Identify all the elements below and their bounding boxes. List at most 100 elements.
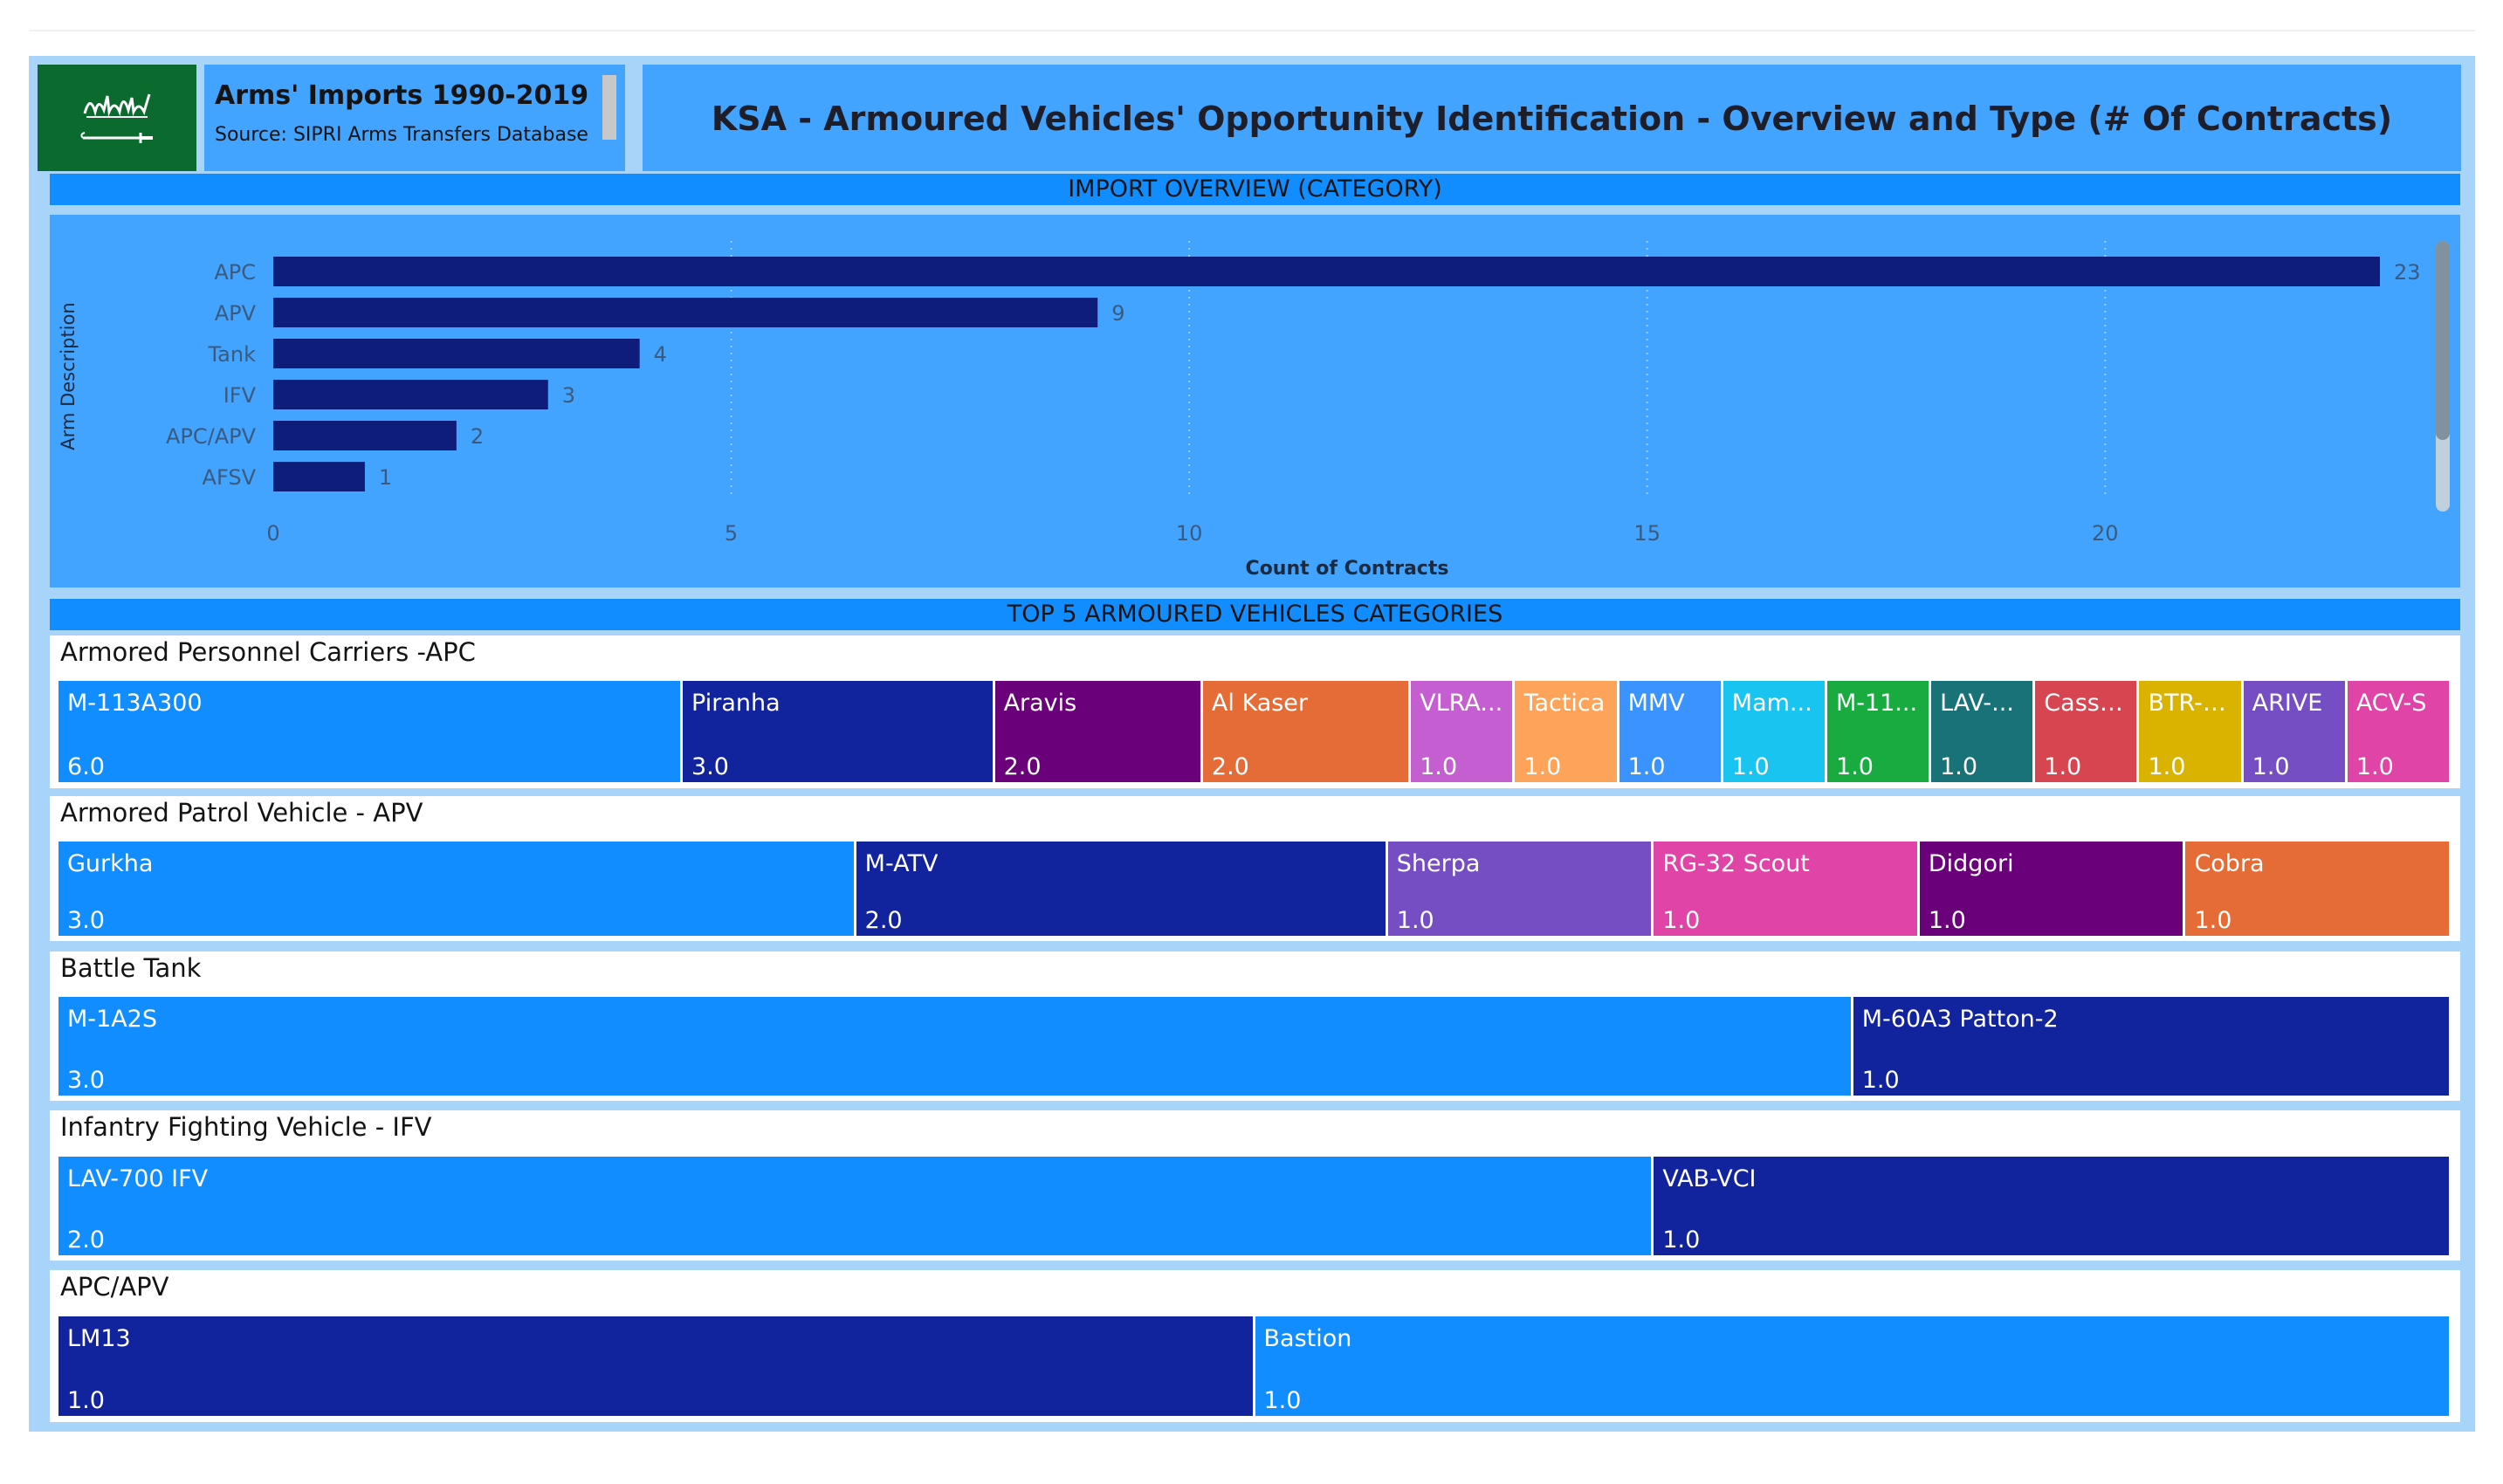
bar-ifv[interactable] [273, 380, 548, 409]
treemap-tile[interactable]: Al Kaser 2.0 [1202, 681, 1409, 782]
y-tick-label: IFV [223, 383, 257, 408]
treemap-tile[interactable]: Piranha 3.0 [683, 681, 993, 782]
tile-label: BTR-6... [2148, 690, 2238, 717]
bar-data-label: 3 [562, 383, 575, 408]
treemap-title: APC/APV [60, 1272, 169, 1302]
treemap-tile[interactable]: M-60A3 Patton-2 1.0 [1853, 997, 2449, 1096]
treemap-tile[interactable]: RG-32 Scout 1.0 [1654, 842, 1917, 936]
tile-value: 3.0 [691, 753, 729, 780]
tile-value: 1.0 [2194, 907, 2232, 934]
treemap-tile[interactable]: Aravis 2.0 [994, 681, 1200, 782]
bar-tank[interactable] [273, 339, 640, 368]
treemap-tile[interactable]: LM13 1.0 [58, 1316, 1253, 1416]
treemap-tile[interactable]: VLRA... 1.0 [1411, 681, 1513, 782]
tile-value: 1.0 [67, 1387, 105, 1414]
treemap-tank: M-1A2S 3.0 M-60A3 Patton-2 1.0 [58, 997, 2451, 1096]
bar-chart-svg: 0 5 10 15 20 APC 23 APV 9 Tank 4 IFV 3 APC/APV 2 AFSV 1 C… [58, 241, 2421, 580]
tile-value: 1.0 [1662, 1226, 1701, 1254]
tile-label: RG-32 Scout [1662, 850, 1810, 877]
tile-label: Sherpa [1396, 850, 1481, 877]
tile-value: 1.0 [1928, 907, 1966, 934]
tile-label: Piranha [691, 690, 780, 717]
tile-value: 1.0 [1662, 907, 1701, 934]
tile-value: 1.0 [2148, 753, 2186, 780]
y-tick-label: APC [214, 260, 256, 285]
y-tick-label: AFSV [203, 465, 257, 490]
tile-label: LAV-... [1940, 690, 2014, 717]
tile-label: Mam... [1731, 690, 1812, 717]
treemap-tile[interactable]: ACV-S 1.0 [2347, 681, 2449, 782]
treemap-section-apc-apv: APC/APV LM13 1.0 Bastion 1.0 [50, 1270, 2460, 1422]
y-tick-label: APC/APV [166, 424, 257, 449]
bar-apc-apv[interactable] [273, 421, 457, 450]
treemap-tile[interactable]: LAV-... 1.0 [1931, 681, 2033, 782]
treemap-tile[interactable]: BTR-6... 1.0 [2139, 681, 2241, 782]
treemap-tile[interactable]: M-1A2S 3.0 [58, 997, 1851, 1096]
dataset-source: Source: SIPRI Arms Transfers Database [215, 124, 588, 146]
treemap-title: Battle Tank [60, 953, 202, 983]
treemap-title: Armored Patrol Vehicle - APV [60, 798, 423, 828]
bar-data-label: 2 [471, 424, 484, 449]
bar-apv[interactable] [273, 298, 1098, 327]
tile-value: 1.0 [1940, 753, 1978, 780]
tile-value: 1.0 [1861, 1067, 1900, 1094]
tile-value: 2.0 [67, 1226, 105, 1254]
tile-value: 1.0 [1627, 753, 1666, 780]
bar-data-label: 4 [654, 342, 667, 367]
treemap-tile[interactable]: Cobra 1.0 [2185, 842, 2449, 936]
tile-value: 6.0 [67, 753, 105, 780]
tile-value: 1.0 [1420, 753, 1458, 780]
report-title-card: KSA - Armoured Vehicles' Opportunity Ide… [643, 65, 2461, 171]
tile-label: Tactica [1523, 690, 1606, 717]
tile-label: M-11... [1835, 690, 1918, 717]
x-tick-label: 5 [725, 521, 738, 546]
treemap-ifv: LAV-700 IFV 2.0 VAB-VCI 1.0 [58, 1157, 2451, 1255]
tile-value: 1.0 [2044, 753, 2082, 780]
chart-scrollbar-thumb[interactable] [2436, 241, 2450, 440]
tile-label: MMV [1627, 690, 1685, 717]
tile-label: M-113A300 [67, 690, 203, 717]
tile-label: Bastion [1263, 1325, 1352, 1352]
sword-icon [80, 132, 153, 143]
tile-value: 1.0 [1396, 907, 1434, 934]
tile-value: 1.0 [2355, 753, 2394, 780]
bar-afsv[interactable] [273, 462, 365, 491]
treemap-tile[interactable]: Tactica 1.0 [1515, 681, 1617, 782]
treemap-title: Armored Personnel Carriers -APC [60, 637, 476, 667]
tile-label: M-60A3 Patton-2 [1861, 1006, 2059, 1033]
treemap-tile[interactable]: LAV-700 IFV 2.0 [58, 1157, 1652, 1255]
treemap-tile[interactable]: MMV 1.0 [1619, 681, 1721, 782]
dataset-info-card: Arms' Imports 1990-2019 Source: SIPRI Ar… [204, 65, 625, 171]
x-axis-title: Count of Contracts [1246, 558, 1449, 580]
tile-label: Gurkha [67, 850, 154, 877]
tile-value: 2.0 [1003, 753, 1042, 780]
bar-apc[interactable] [273, 257, 2380, 286]
treemap-tile[interactable]: M-ATV 2.0 [856, 842, 1386, 936]
treemap-tile[interactable]: M-113A300 6.0 [58, 681, 681, 782]
overview-section-header: IMPORT OVERVIEW (CATEGORY) [50, 174, 2460, 205]
import-overview-chart: 0 5 10 15 20 APC 23 APV 9 Tank 4 IFV 3 APC/APV 2 AFSV 1 C… [50, 215, 2460, 587]
tile-value: 2.0 [864, 907, 903, 934]
treemap-apc: M-113A300 6.0 Piranha 3.0 Aravis 2.0 Al Kaser 2… [58, 681, 2451, 782]
treemap-tile[interactable]: ARIVE 1.0 [2243, 681, 2345, 782]
treemap-tile[interactable]: Gurkha 3.0 [58, 842, 854, 936]
tile-label: Cassp... [2044, 690, 2134, 717]
tile-label: Aravis [1003, 690, 1077, 717]
treemap-tile[interactable]: Didgori 1.0 [1919, 842, 2183, 936]
card-scrollbar[interactable] [602, 75, 616, 140]
x-tick-label: 0 [266, 521, 279, 546]
tile-label: Cobra [2194, 850, 2265, 877]
treemap-tile[interactable]: Cassp... 1.0 [2035, 681, 2137, 782]
treemap-tile[interactable]: Sherpa 1.0 [1387, 842, 1652, 936]
tile-label: Al Kaser [1211, 690, 1309, 717]
treemap-tile[interactable]: Mam... 1.0 [1723, 681, 1825, 782]
tile-label: VAB-VCI [1662, 1165, 1757, 1192]
treemap-tile[interactable]: VAB-VCI 1.0 [1654, 1157, 2449, 1255]
chart-scrollbar[interactable] [2436, 241, 2450, 512]
treemap-tile[interactable]: M-11... 1.0 [1826, 681, 1929, 782]
treemap-tile[interactable]: Bastion 1.0 [1255, 1316, 2449, 1416]
tile-label: M-1A2S [67, 1006, 158, 1033]
tile-value: 1.0 [1835, 753, 1874, 780]
tile-label: LM13 [67, 1325, 131, 1352]
